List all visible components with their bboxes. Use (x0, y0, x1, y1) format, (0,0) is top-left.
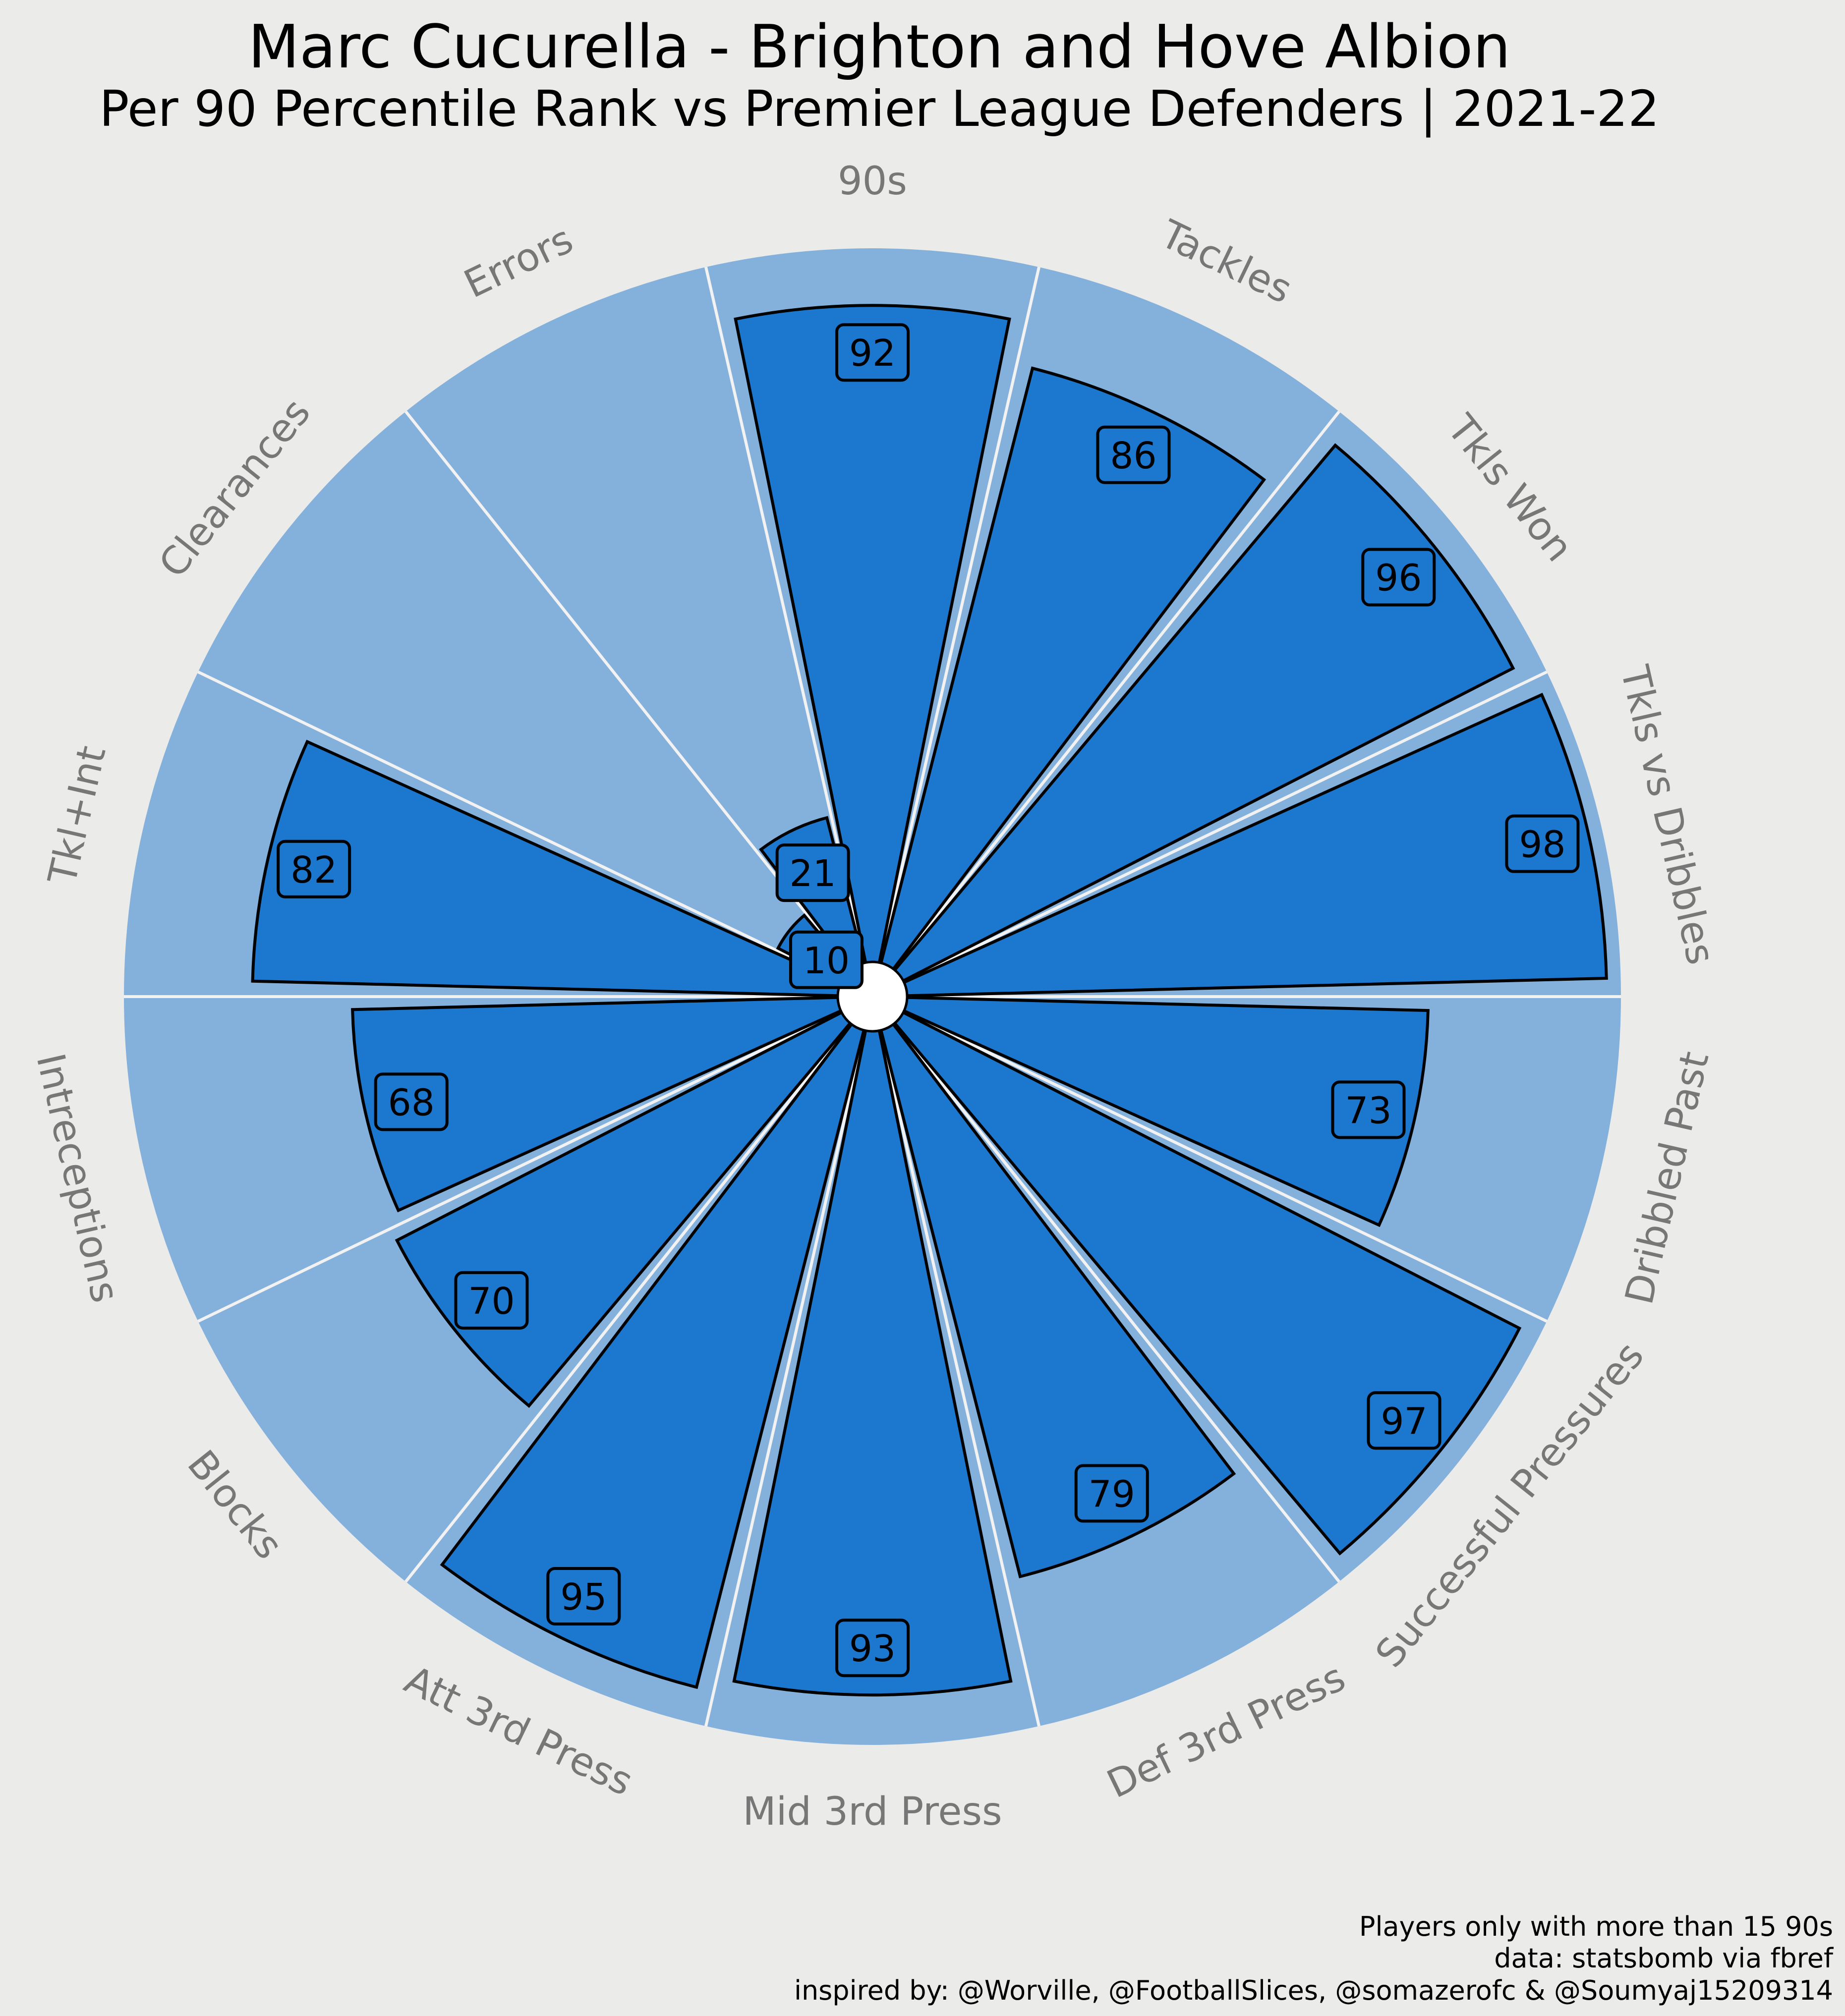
category-label-tackles: Tackles (1153, 212, 1299, 312)
value-label-text: 96 (1375, 557, 1422, 600)
value-label-tkls-vs-dribbles: 98 (1505, 814, 1580, 873)
value-label-90s: 92 (835, 323, 910, 382)
bar-att-3rd-press (440, 996, 874, 1689)
separator-line (871, 996, 1340, 1583)
category-label-tkls-vs-dribbles: Tkls vs Dribbles (1612, 661, 1723, 968)
bar-tkl-int (251, 739, 873, 998)
bg-wedge-errors (405, 267, 872, 997)
value-label-tkls-won: 96 (1361, 548, 1436, 607)
value-label-box (835, 323, 910, 382)
value-label-att-3rd-press: 95 (546, 1567, 621, 1626)
category-label-mid-3rd-press: Mid 3rd Press (743, 1790, 1002, 1834)
category-label-intreceptions: Intreceptions (27, 1050, 127, 1307)
value-label-successful-pressures: 97 (1367, 1391, 1441, 1450)
bar-def-3rd-press (871, 996, 1236, 1578)
value-label-box (546, 1567, 621, 1626)
separator-line (404, 996, 874, 1583)
bar-tkls-vs-dribbles (871, 692, 1608, 998)
footer-line-3: inspired by: @Worville, @FootballSlices,… (794, 1975, 1833, 2007)
bar-dribbled-past (871, 995, 1430, 1228)
value-label-def-3rd-press: 79 (1074, 1464, 1149, 1523)
value-label-box (1096, 425, 1171, 484)
category-label-dribbled-past: Dribbled Past (1617, 1048, 1718, 1308)
value-label-dribbled-past: 73 (1331, 1080, 1406, 1139)
value-label-tkl-int: 82 (277, 840, 351, 898)
category-label-tkl-int: Tkl+Int (40, 742, 115, 889)
separator-line (871, 267, 1040, 997)
chart-subtitle: Per 90 Percentile Rank vs Premier League… (99, 80, 1660, 138)
value-label-box (277, 840, 351, 898)
value-label-text: 93 (849, 1627, 896, 1670)
category-label-errors: Errors (458, 217, 580, 307)
separator-line (197, 995, 873, 1323)
value-label-text: 10 (803, 940, 850, 982)
category-label-90s: 90s (838, 159, 907, 204)
value-label-box (789, 930, 864, 989)
value-label-mid-3rd-press: 93 (835, 1619, 910, 1678)
separator-line (197, 671, 873, 998)
separator-line (704, 996, 874, 1727)
footer-notes: Players only with more than 15 90s data:… (794, 1911, 1833, 2007)
category-label-blocks: Blocks (178, 1442, 291, 1568)
value-label-tackles: 86 (1096, 425, 1171, 484)
separator-line (871, 671, 1548, 998)
value-label-text: 73 (1345, 1089, 1391, 1132)
bar-90s (734, 304, 1011, 997)
bar-successful-pressures (871, 995, 1522, 1556)
value-label-clearances: 10 (789, 930, 864, 989)
footer-line-1: Players only with more than 15 90s (1359, 1910, 1833, 1942)
value-labels: 92 86 96 98 73 97 79 93 95 70 68 82 10 21 (277, 323, 1580, 1678)
wedge-separators (124, 267, 1621, 1727)
value-label-text: 97 (1381, 1400, 1427, 1443)
value-label-box (454, 1271, 529, 1330)
value-bars (251, 304, 1608, 1697)
value-label-box (1074, 1464, 1149, 1523)
value-label-box (835, 1619, 910, 1678)
value-label-errors: 21 (775, 843, 850, 902)
value-label-box (775, 843, 850, 902)
value-label-text: 98 (1519, 824, 1565, 866)
value-label-text: 82 (290, 849, 337, 892)
value-label-box (1367, 1391, 1441, 1450)
bar-tkls-won (871, 443, 1515, 998)
value-label-text: 95 (560, 1576, 607, 1619)
bar-mid-3rd-press (732, 996, 1013, 1697)
value-label-box (1361, 548, 1436, 607)
bg-wedge-clearances (198, 411, 873, 997)
separator-line (871, 410, 1340, 998)
separator-line (871, 995, 1548, 1323)
footer-line-2: data: statsbomb via fbref (1494, 1943, 1833, 1974)
value-label-text: 68 (388, 1081, 435, 1124)
value-label-box (1505, 814, 1580, 873)
value-label-intreceptions: 68 (374, 1072, 449, 1131)
value-label-blocks: 70 (454, 1271, 529, 1330)
value-label-text: 21 (790, 852, 836, 895)
bar-intreceptions (351, 995, 873, 1213)
value-label-text: 79 (1089, 1473, 1135, 1515)
separator-line (871, 996, 1040, 1727)
value-label-box (374, 1072, 449, 1131)
value-label-text: 86 (1110, 435, 1156, 477)
chart-title: Marc Cucurella - Brighton and Hove Albio… (248, 13, 1511, 82)
value-label-box (1331, 1080, 1406, 1139)
value-label-text: 92 (849, 332, 896, 375)
value-label-text: 70 (468, 1280, 515, 1323)
bar-tackles (871, 366, 1267, 998)
